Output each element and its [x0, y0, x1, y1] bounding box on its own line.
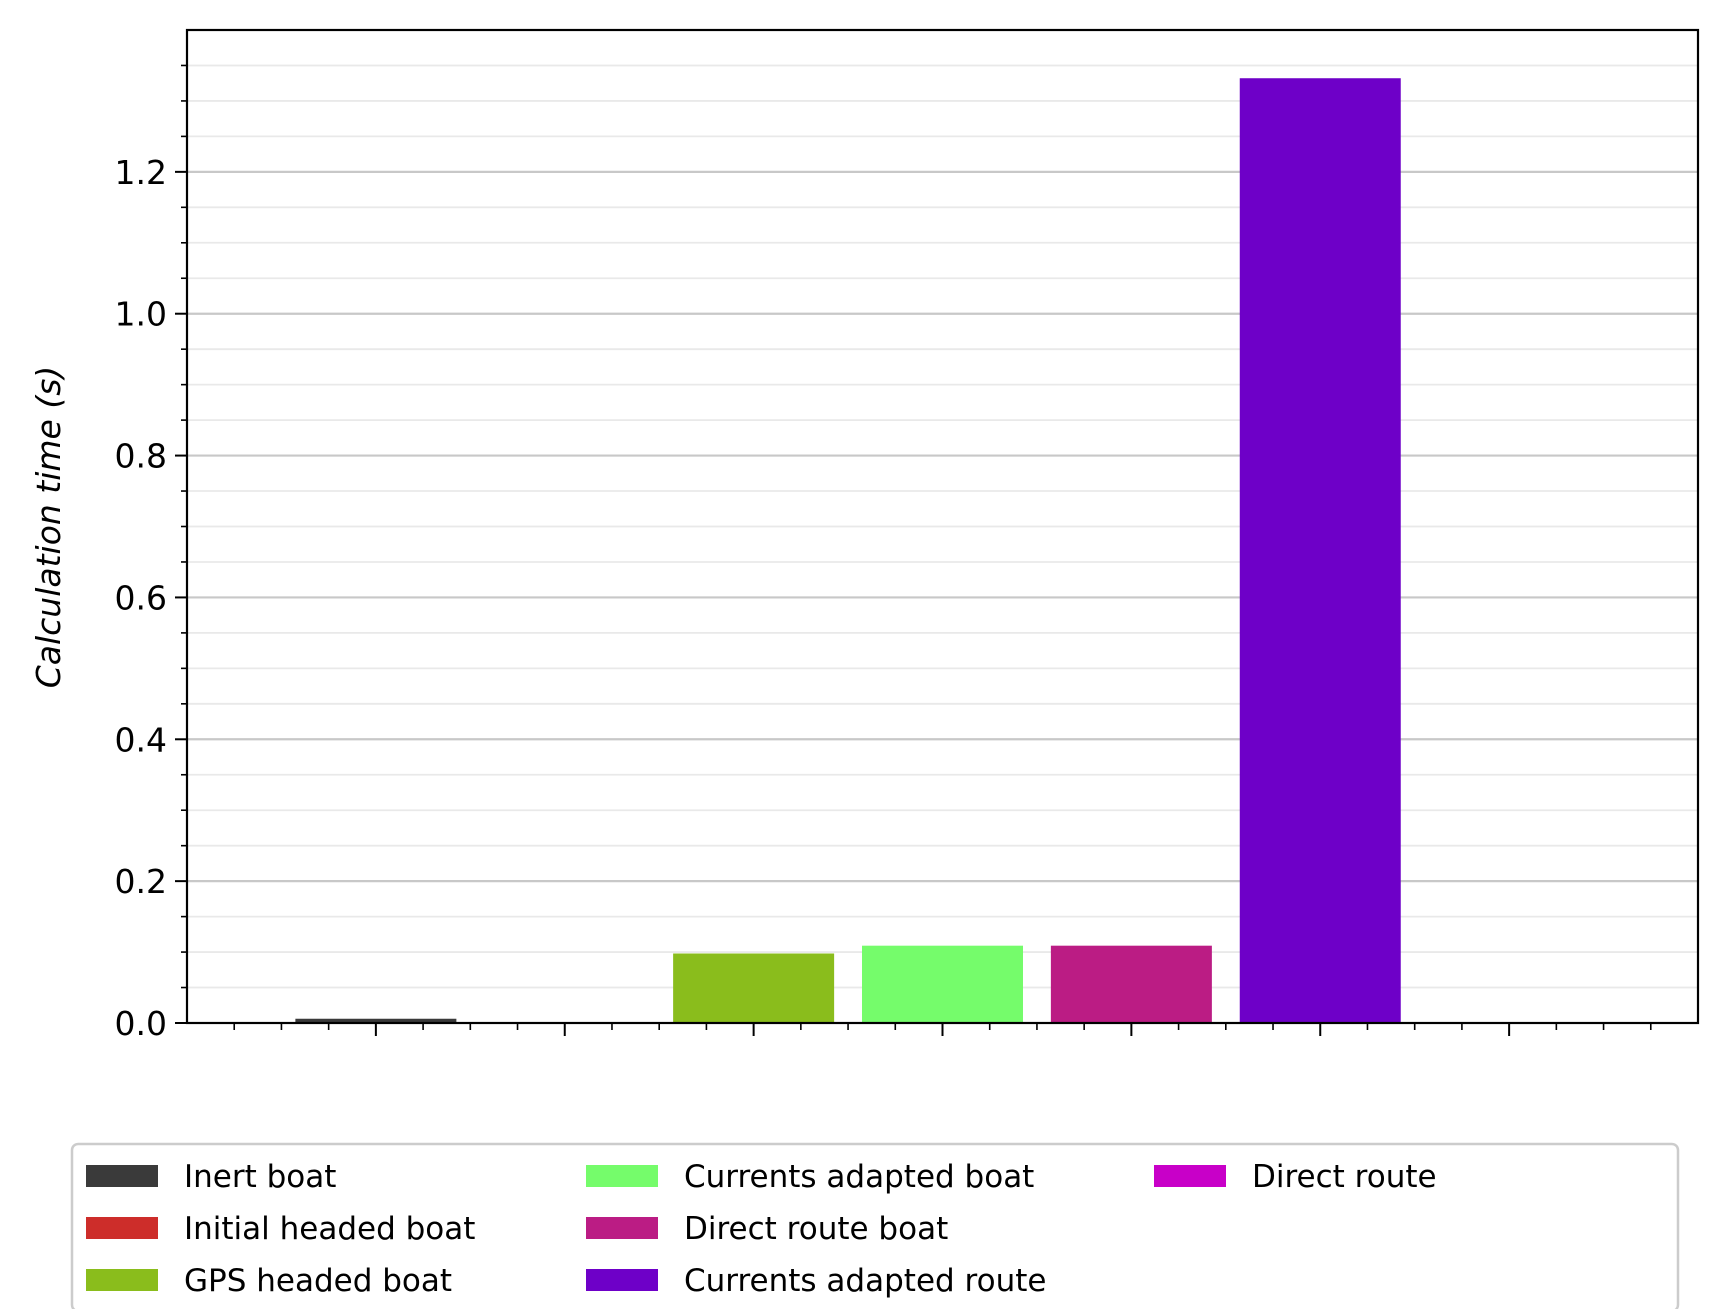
y-axis: 0.0 0.2 0.4 0.6 0.8 1.0 1.2 [115, 64, 187, 1043]
legend-swatch [1154, 1165, 1226, 1187]
legend-swatch [86, 1217, 158, 1239]
y-tick-label: 0.6 [115, 578, 167, 617]
y-tick-label: 0.4 [115, 720, 167, 759]
legend-label: Direct route boat [684, 1211, 948, 1247]
y-tick-label: 0.8 [115, 437, 167, 476]
y-tick-label: 0.2 [115, 862, 167, 901]
y-tick-label: 1.2 [115, 153, 167, 192]
legend-swatch [586, 1269, 658, 1291]
grid-lines [187, 64, 1698, 989]
y-axis-label: Calculation time (s) [29, 366, 68, 689]
legend-label: Currents adapted route [684, 1263, 1046, 1299]
legend-swatch [586, 1217, 658, 1239]
legend-label: Initial headed boat [184, 1211, 475, 1247]
bar [1239, 78, 1401, 1023]
legend-label: Direct route [1252, 1159, 1437, 1195]
legend: Inert boat Initial headed boat GPS headed … [70, 1142, 1680, 1309]
legend-frame [70, 1142, 1680, 1309]
bar [295, 1018, 457, 1023]
legend-swatch [86, 1165, 158, 1187]
legend-label: Inert boat [184, 1159, 336, 1195]
y-tick-label: 0.0 [115, 1004, 167, 1043]
legend-swatch [86, 1269, 158, 1291]
bars [295, 78, 1401, 1023]
legend-label: GPS headed boat [184, 1263, 452, 1299]
legend-swatch [586, 1165, 658, 1187]
bar [673, 953, 835, 1023]
x-axis [233, 1023, 1652, 1036]
bar [862, 945, 1023, 1023]
legend-label: Currents adapted boat [684, 1159, 1034, 1195]
bar [1050, 945, 1212, 1023]
y-tick-label: 1.0 [115, 295, 167, 334]
